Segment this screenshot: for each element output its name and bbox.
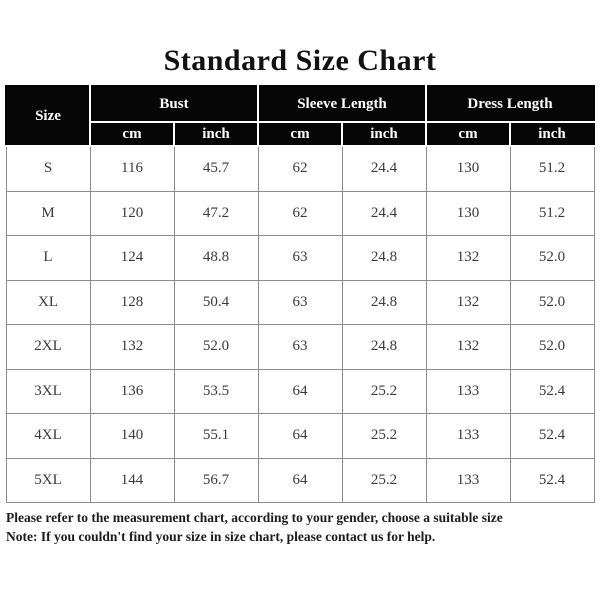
cell-size: XL — [5, 279, 91, 325]
table-header: Size Bust Sleeve Length Dress Length cm … — [5, 85, 595, 147]
cell-sleeve-cm: 62 — [257, 190, 343, 236]
cell-sleeve-inch: 25.2 — [341, 457, 427, 503]
cell-dress-inch: 52.0 — [509, 279, 595, 325]
header-cell-sleeve-length: Sleeve Length — [257, 85, 427, 123]
unit-cell-bust-cm: cm — [89, 121, 175, 147]
unit-cell-bust-inch: inch — [173, 121, 259, 147]
cell-size: 5XL — [5, 457, 91, 503]
cell-size: 3XL — [5, 368, 91, 414]
cell-sleeve-inch: 24.4 — [341, 145, 427, 192]
table-row-2xl: 2XL 132 52.0 63 24.8 132 52.0 — [5, 324, 595, 370]
cell-bust-inch: 55.1 — [173, 413, 259, 459]
cell-dress-inch: 52.4 — [509, 413, 595, 459]
header-cell-size: Size — [5, 85, 91, 147]
cell-dress-inch: 52.4 — [509, 368, 595, 414]
cell-bust-inch: 56.7 — [173, 457, 259, 503]
cell-dress-cm: 133 — [425, 413, 511, 459]
cell-sleeve-cm: 63 — [257, 235, 343, 281]
cell-bust-inch: 50.4 — [173, 279, 259, 325]
cell-sleeve-cm: 63 — [257, 324, 343, 370]
unit-cell-dress-cm: cm — [425, 121, 511, 147]
cell-sleeve-inch: 24.8 — [341, 324, 427, 370]
cell-bust-cm: 128 — [89, 279, 175, 325]
table-row-l: L 124 48.8 63 24.8 132 52.0 — [5, 235, 595, 281]
table-row-xl: XL 128 50.4 63 24.8 132 52.0 — [5, 279, 595, 325]
table-row-5xl: 5XL 144 56.7 64 25.2 133 52.4 — [5, 457, 595, 503]
cell-size: 2XL — [5, 324, 91, 370]
cell-dress-inch: 52.4 — [509, 457, 595, 503]
cell-bust-cm: 120 — [89, 190, 175, 236]
unit-cell-sleeve-inch: inch — [341, 121, 427, 147]
cell-sleeve-cm: 64 — [257, 457, 343, 503]
cell-dress-cm: 132 — [425, 324, 511, 370]
header-cell-dress-length: Dress Length — [425, 85, 595, 123]
cell-bust-cm: 116 — [89, 145, 175, 192]
cell-bust-cm: 124 — [89, 235, 175, 281]
size-chart-table: Size Bust Sleeve Length Dress Length cm … — [5, 85, 595, 503]
cell-bust-inch: 53.5 — [173, 368, 259, 414]
table-row-3xl: 3XL 136 53.5 64 25.2 133 52.4 — [5, 368, 595, 414]
cell-sleeve-inch: 25.2 — [341, 368, 427, 414]
cell-dress-cm: 132 — [425, 279, 511, 325]
cell-bust-cm: 140 — [89, 413, 175, 459]
unit-cell-dress-inch: inch — [509, 121, 595, 147]
unit-cell-sleeve-cm: cm — [257, 121, 343, 147]
cell-sleeve-inch: 24.4 — [341, 190, 427, 236]
cell-sleeve-inch: 25.2 — [341, 413, 427, 459]
cell-dress-cm: 130 — [425, 190, 511, 236]
cell-size: 4XL — [5, 413, 91, 459]
table-row-4xl: 4XL 140 55.1 64 25.2 133 52.4 — [5, 413, 595, 459]
cell-dress-inch: 51.2 — [509, 190, 595, 236]
header-unit-row: cm inch cm inch cm inch — [6, 121, 595, 147]
cell-dress-cm: 130 — [425, 145, 511, 192]
table-row-s: S 116 45.7 62 24.4 130 51.2 — [5, 145, 595, 192]
cell-sleeve-inch: 24.8 — [341, 279, 427, 325]
cell-sleeve-inch: 24.8 — [341, 235, 427, 281]
footer-note-measurement: Please refer to the measurement chart, a… — [6, 510, 503, 525]
cell-bust-inch: 45.7 — [173, 145, 259, 192]
page-title: Standard Size Chart — [163, 44, 437, 77]
cell-dress-cm: 132 — [425, 235, 511, 281]
cell-bust-cm: 132 — [89, 324, 175, 370]
cell-dress-inch: 52.0 — [509, 324, 595, 370]
cell-bust-cm: 136 — [89, 368, 175, 414]
cell-bust-inch: 52.0 — [173, 324, 259, 370]
cell-bust-inch: 48.8 — [173, 235, 259, 281]
cell-sleeve-cm: 64 — [257, 368, 343, 414]
cell-dress-inch: 52.0 — [509, 235, 595, 281]
footer-note-contact: Note: If you couldn't find your size in … — [6, 529, 436, 544]
header-group-row: Size Bust Sleeve Length Dress Length — [5, 85, 595, 147]
cell-dress-inch: 51.2 — [509, 145, 595, 192]
cell-bust-inch: 47.2 — [173, 190, 259, 236]
header-cell-bust: Bust — [89, 85, 259, 123]
table-body: S 116 45.7 62 24.4 130 51.2 M 120 47.2 6… — [5, 145, 595, 503]
cell-dress-cm: 133 — [425, 457, 511, 503]
cell-size: L — [5, 235, 91, 281]
footer-notes: Please refer to the measurement chart, a… — [6, 508, 594, 546]
cell-sleeve-cm: 62 — [257, 145, 343, 192]
cell-sleeve-cm: 64 — [257, 413, 343, 459]
cell-sleeve-cm: 63 — [257, 279, 343, 325]
cell-bust-cm: 144 — [89, 457, 175, 503]
cell-dress-cm: 133 — [425, 368, 511, 414]
table-row-m: M 120 47.2 62 24.4 130 51.2 — [5, 190, 595, 236]
cell-size: M — [5, 190, 91, 236]
cell-size: S — [5, 145, 91, 192]
